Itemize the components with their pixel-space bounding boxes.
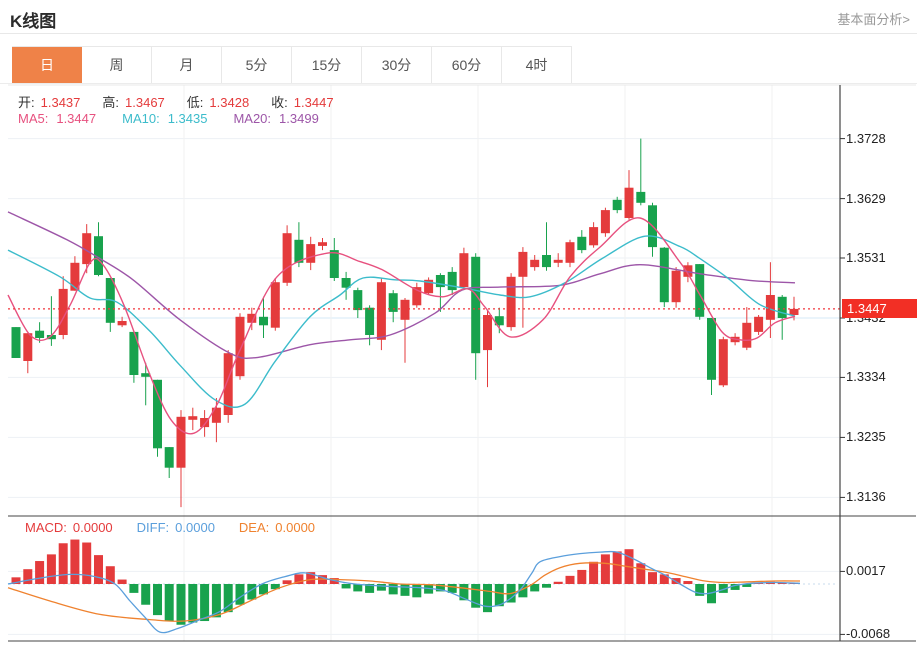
axis-tick-label: 1.3629 [846, 190, 886, 206]
period-tab-1[interactable]: 周 [82, 47, 152, 84]
axis-tick-label: 1.3235 [846, 429, 886, 445]
close-label: 收: [271, 95, 288, 110]
period-tab-6[interactable]: 60分 [432, 47, 502, 84]
last-price-badge: 1.3447 [842, 299, 917, 319]
period-tab-0[interactable]: 日 [12, 47, 82, 84]
period-tabbar: 日周月 5分 15分 30分 60分 4时 [12, 46, 572, 84]
dea-value: 0.0000 [275, 520, 316, 535]
period-tab-2[interactable]: 月 [152, 47, 222, 84]
diff-label: DIFF: [136, 520, 170, 535]
dea-label: DEA: [238, 520, 270, 535]
close-value: 1.3447 [293, 95, 334, 110]
open-label: 开: [18, 95, 35, 110]
macd-info-bar: MACD: 0.0000 DIFF: 0.0000 DEA: 0.0000 [25, 520, 321, 535]
period-tab-4[interactable]: 15分 [292, 47, 362, 84]
axis-tick-label: -0.0068 [846, 626, 891, 642]
period-tab-7[interactable]: 4时 [502, 47, 572, 84]
ma5-label: MA5: [18, 111, 49, 126]
tabbar-underline [0, 83, 917, 84]
fundamental-analysis-link[interactable]: 基本面分析> [837, 12, 910, 27]
high-label: 高: [102, 95, 120, 110]
open-value: 1.3437 [40, 95, 81, 110]
axis-tick-label: 0.0017 [846, 563, 886, 579]
period-tab-3[interactable]: 5分 [222, 47, 292, 84]
axis-tick-label: 1.3531 [846, 250, 886, 265]
low-label: 低: [186, 95, 204, 110]
ma-info-bar: MA5: 1.3447 MA10: 1.3435 MA20: 1.3499 [18, 111, 327, 126]
period-tab-5[interactable]: 30分 [362, 47, 432, 84]
ma10-label: MA10: [122, 111, 160, 126]
ma20-value: 1.3499 [279, 111, 319, 126]
diff-value: 0.0000 [175, 520, 215, 535]
macd-value: 0.0000 [72, 520, 113, 535]
ma20-label: MA20: [233, 111, 272, 126]
axis-tick-label: 1.3728 [846, 130, 886, 146]
ma10-value: 1.3435 [167, 111, 208, 126]
ohlc-info-bar: 开: 1.3437 高: 1.3467 低: 1.3428 收: 1.3447 [18, 92, 340, 111]
title-divider [0, 33, 917, 34]
axis-tick-label: 1.3136 [846, 489, 886, 505]
macd-label: MACD: [25, 520, 67, 535]
low-value: 1.3428 [209, 95, 250, 110]
axis-tick-label: 1.3334 [846, 369, 886, 385]
high-value: 1.3467 [125, 95, 165, 110]
page-title: K线图 [10, 12, 57, 31]
ma5-value: 1.3447 [56, 111, 97, 126]
